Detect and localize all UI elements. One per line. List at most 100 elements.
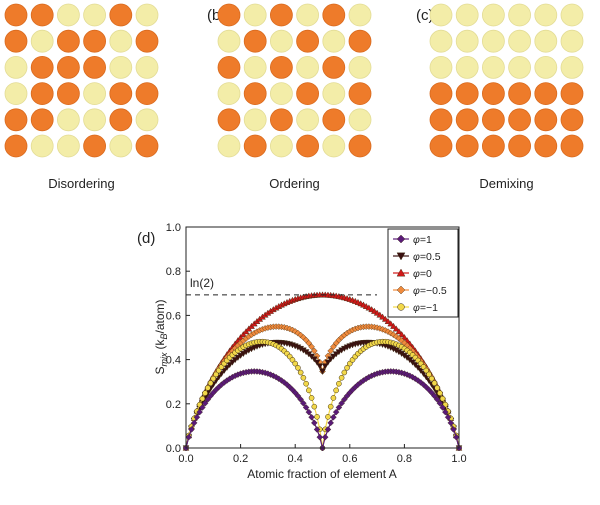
data-point [210,375,217,382]
data-point [417,367,425,374]
atom-a [322,3,346,27]
x-axis-label: Atomic fraction of element A [247,467,396,481]
data-point [292,360,299,367]
data-point [302,404,310,411]
panel-caption: Ordering [269,176,320,191]
atom-a [296,82,320,105]
atom-b [481,3,505,27]
atom-a [269,3,293,27]
data-point [300,399,307,407]
atom-a [135,134,159,158]
y-tick-label: 0.4 [166,355,181,367]
chart-curves [182,291,463,452]
data-point [190,419,198,427]
entropy-chart: (d) ln(2) 0.0 0.2 0.4 0.6 0.8 1.0 0.0 0.2 0.4 0.6… [137,222,467,481]
data-point [392,325,400,332]
y-axis-label-sub-mix: mix [159,352,169,366]
data-point [327,419,334,427]
atom-b [560,29,584,53]
atom-a [560,82,584,105]
atom-b [348,3,372,27]
data-point [439,395,446,402]
atom-b [243,3,267,27]
data-point [297,369,304,376]
atom-b [322,134,346,158]
data-point [439,404,446,411]
atom-b [348,108,372,132]
data-point [344,364,350,371]
atom-b [30,134,54,158]
x-tick-label: 0.4 [288,453,303,465]
legend-phi: φ [413,285,420,297]
atom-a [243,29,267,53]
atom-a [243,134,267,158]
data-point [414,364,422,371]
axis-ticks: 0.0 0.2 0.4 0.6 0.8 1.0 0.0 0.2 0.4 0.6 0.8 1.0 [166,222,467,465]
atom-b [57,108,80,132]
atom-a [269,108,293,132]
data-point [193,413,201,421]
data-point [447,419,455,427]
data-point [327,403,334,410]
data-point [409,373,416,381]
atom-a [296,134,320,158]
data-point [428,375,435,382]
atom-b [135,108,159,132]
atom-b [534,3,558,27]
atom-a [508,108,531,132]
data-point [327,356,335,363]
data-point [398,337,405,344]
y-tick-label: 0.2 [166,399,181,411]
atom-a [429,134,453,158]
data-point [272,373,280,381]
data-point [297,331,304,339]
atom-b [4,82,28,105]
atom-a [217,3,241,27]
legend-phi: φ [413,234,420,246]
data-point [202,390,208,396]
data-point [275,375,283,383]
x-tick-label: 0.6 [342,453,357,465]
atom-a [481,82,505,105]
atom-a [30,3,54,27]
data-point [436,399,444,407]
data-point [280,379,288,386]
lattice-panels: (a)Disordering (b)Ordering (c) Demixing [4,3,584,191]
y-axis-label-paren: (k [153,339,167,350]
data-point [294,329,302,337]
data-point [199,404,206,411]
data-point [316,433,324,441]
x-tick-label: 0.8 [397,453,412,465]
data-point [310,356,318,363]
data-point [308,395,315,401]
data-point [330,343,337,351]
atom-b [455,56,479,79]
atom-a [109,82,133,105]
data-point [306,387,312,394]
atom-b [534,29,558,53]
data-point [305,339,313,347]
data-point [431,380,438,386]
data-point [325,414,331,420]
data-point [207,380,214,386]
atom-a [508,134,531,158]
data-point [324,359,332,366]
atom-b [296,56,320,79]
atom-b [135,3,159,27]
atom-a [135,82,159,105]
atom-a [30,56,54,79]
data-point [381,315,389,322]
data-point [220,367,228,374]
panel-b: (b)Ordering [207,3,372,191]
legend-phi: φ [413,302,420,314]
atom-a [57,29,80,53]
data-point [450,426,457,433]
data-point [324,426,332,433]
data-point [205,385,211,391]
atom-b [481,29,505,53]
data-point [395,335,403,342]
data-point [423,367,430,374]
atom-b [109,56,133,79]
data-point [300,374,307,381]
atom-b [269,82,293,105]
